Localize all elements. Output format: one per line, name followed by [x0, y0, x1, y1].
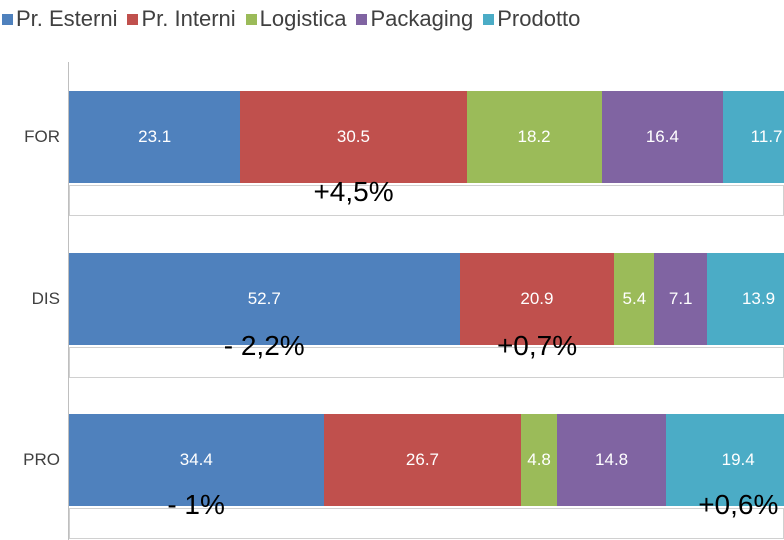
bar-segment: 13.9	[707, 253, 784, 345]
legend-item: Logistica	[245, 6, 347, 32]
legend-item: Pr. Esterni	[2, 6, 117, 32]
legend-item: Prodotto	[483, 6, 580, 32]
data-label: 16.4	[645, 127, 679, 146]
legend-item: Packaging	[356, 6, 473, 32]
legend-item: Pr. Interni	[127, 6, 236, 32]
data-label: 52.7	[247, 289, 281, 308]
data-label: 26.7	[405, 450, 439, 469]
legend-label: Packaging	[370, 6, 474, 31]
data-label: 19.4	[721, 450, 755, 469]
legend-swatch	[483, 14, 495, 25]
legend-swatch	[2, 14, 13, 25]
category-label: PRO	[23, 450, 60, 469]
category-axis	[68, 62, 69, 540]
bar-segment: 4.8	[521, 414, 557, 506]
bar-segment: 14.8	[556, 414, 667, 506]
data-label: 4.8	[527, 450, 551, 469]
bar-segment: 5.4	[614, 253, 655, 345]
bar-segment: 52.7	[69, 253, 460, 345]
data-label: 23.1	[138, 127, 172, 146]
bar-segment: 18.2	[466, 91, 602, 183]
data-label: 20.9	[520, 289, 554, 308]
data-label: 13.9	[741, 289, 776, 308]
change-annotation: +0,7%	[496, 330, 578, 361]
change-annotation: - 2,2%	[223, 330, 305, 361]
annotation-box	[69, 347, 784, 378]
change-annotation: +0,6%	[698, 489, 779, 520]
bar-segment: 16.4	[601, 91, 724, 183]
data-label: 11.7	[750, 127, 783, 146]
annotation-box	[69, 508, 784, 539]
bar-segment: 20.9	[459, 253, 615, 345]
bar-segment: 34.4	[69, 414, 324, 506]
data-label: 7.1	[668, 289, 693, 308]
bar-segment: 23.1	[69, 91, 241, 183]
legend-label: Prodotto	[497, 6, 581, 31]
legend-swatch	[127, 14, 139, 25]
legend-swatch	[356, 14, 368, 25]
annotation-box	[69, 185, 784, 216]
bar-segment: 26.7	[323, 414, 522, 506]
bar-segment: 7.1	[654, 253, 707, 345]
change-annotation: - 1%	[167, 489, 225, 520]
legend-swatch	[245, 14, 257, 25]
change-annotation: +4,5%	[313, 176, 394, 207]
category-label: FOR	[24, 127, 60, 146]
data-label: 18.2	[517, 127, 551, 146]
data-label: 5.4	[622, 289, 647, 308]
data-label: 14.8	[595, 450, 629, 469]
legend-label: Pr. Interni	[141, 6, 236, 31]
bar-segment: 11.7	[723, 91, 784, 183]
legend-label: Logistica	[259, 6, 347, 31]
category-label: DIS	[31, 289, 60, 308]
bar-segment: 30.5	[240, 91, 467, 183]
data-label: 30.5	[336, 127, 370, 146]
legend-label: Pr. Esterni	[16, 6, 118, 31]
data-label: 34.4	[179, 450, 213, 469]
chart-legend: Pr. Esterni Pr. Interni Logistica Packaging…	[2, 6, 590, 32]
bar-segment: 19.4	[666, 414, 784, 506]
